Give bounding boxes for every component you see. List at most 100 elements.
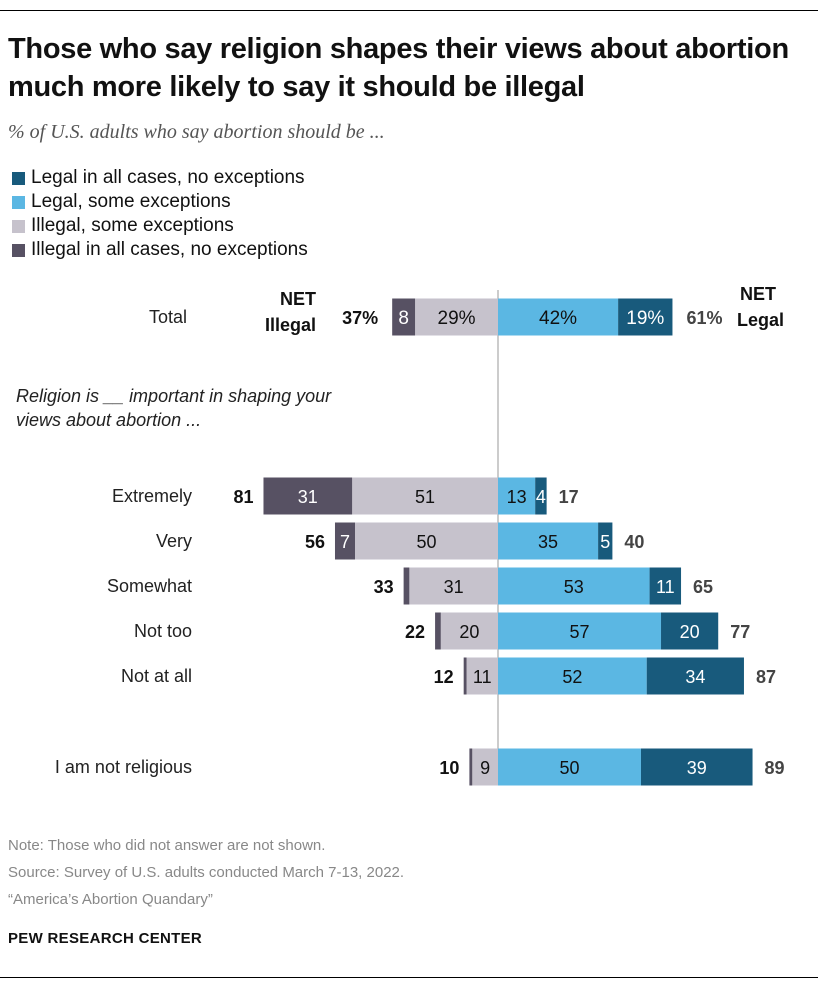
bar-legal-all	[649, 567, 682, 605]
net-legal-value: 17	[559, 487, 579, 507]
bar-legal-some	[498, 612, 662, 650]
bar-legal-all	[641, 748, 753, 786]
bar-value-label: 7	[340, 532, 350, 552]
bar-value-label: 11	[473, 667, 492, 687]
chart-title: Those who say religion shapes their view…	[8, 33, 789, 103]
legend-item-illegal_all: Illegal in all cases, no exceptions	[12, 239, 308, 261]
bar-value-label: 31	[298, 487, 318, 507]
bar-legal-all	[598, 522, 613, 560]
legend-item-legal_all: Legal in all cases, no exceptions	[12, 167, 305, 189]
bar-value-label: 53	[564, 577, 584, 597]
net-legal-value: 61%	[686, 308, 722, 328]
bar-value-label: 8	[398, 308, 409, 329]
bar-illegal-some	[466, 657, 498, 695]
bar-legal-some	[498, 522, 599, 560]
net-legal-value: 89	[765, 758, 785, 778]
net-legal-value: 40	[624, 532, 644, 552]
bar-value-label: 34	[685, 667, 705, 687]
note: Note: Those who did not answer are not s…	[8, 837, 326, 854]
bar-illegal-some	[472, 748, 498, 786]
bar-value-label: 31	[444, 577, 464, 597]
category-label: Somewhat	[107, 576, 192, 596]
bar-legal-some	[498, 298, 619, 336]
net-illegal-value: 12	[434, 667, 454, 687]
bar-value-label: 50	[559, 758, 579, 778]
category-label: Total	[149, 307, 187, 327]
category-label: Not too	[134, 621, 192, 641]
net-legal-value: 87	[756, 667, 776, 687]
category-label: Very	[156, 531, 192, 551]
bar-illegal-some	[355, 522, 498, 560]
religion-group-label: Religion is __ important in shaping your…	[16, 386, 332, 430]
bar-illegal-some	[440, 612, 498, 650]
bar-value-label: 35	[538, 532, 558, 552]
legend-label: Illegal, some exceptions	[31, 215, 234, 236]
legend-item-illegal_some: Illegal, some exceptions	[12, 215, 234, 237]
bar-illegal-all	[403, 567, 410, 605]
net-illegal-header: NET	[280, 289, 316, 309]
bar-illegal-all	[469, 748, 473, 786]
bar-value-label: 9	[480, 758, 490, 778]
net-illegal-value: 33	[374, 577, 394, 597]
report-title: “America’s Abortion Quandary”	[8, 891, 213, 908]
legend-label: Legal, some exceptions	[31, 191, 231, 212]
bar-illegal-all	[334, 522, 355, 560]
bar-value-label: 5	[600, 532, 610, 552]
bar-legal-all	[661, 612, 719, 650]
bar-illegal-all	[392, 298, 416, 336]
net-legal-value: 77	[730, 622, 750, 642]
legend-swatch	[12, 171, 25, 185]
bar-value-label: 13	[507, 487, 527, 507]
bar-value-label: 11	[656, 577, 675, 597]
bar-value-label: 52	[562, 667, 582, 687]
bar-value-label: 39	[687, 758, 707, 778]
category-label: I am not religious	[55, 757, 192, 777]
bar-value-label: 51	[415, 487, 435, 507]
legend-label: Legal in all cases, no exceptions	[31, 167, 305, 188]
legend-swatch	[12, 219, 25, 233]
net-illegal-header: Illegal	[265, 315, 316, 335]
net-legal-header: Legal	[737, 310, 784, 330]
bar-illegal-all	[463, 657, 467, 695]
net-illegal-value: 22	[405, 622, 425, 642]
bar-value-label: 20	[680, 622, 700, 642]
net-illegal-value: 10	[439, 758, 459, 778]
bar-legal-some	[498, 748, 641, 786]
bar-value-label: 29%	[438, 308, 476, 329]
bar-illegal-all	[263, 477, 353, 515]
net-legal-header: NET	[740, 284, 776, 304]
bar-value-label: 20	[459, 622, 479, 642]
legend-label: Illegal in all cases, no exceptions	[31, 239, 308, 260]
bar-value-label: 57	[569, 622, 589, 642]
brand-logo-text: PEW RESEARCH CENTER	[8, 930, 203, 947]
net-illegal-value: 56	[305, 532, 325, 552]
bar-illegal-some	[415, 298, 498, 336]
net-legal-value: 65	[693, 577, 713, 597]
net-illegal-value: 81	[233, 487, 253, 507]
bar-illegal-some	[352, 477, 498, 515]
top-rule	[0, 10, 818, 11]
bar-legal-all	[618, 298, 673, 336]
bar-value-label: 19%	[626, 308, 664, 329]
chart-subtitle: % of U.S. adults who say abortion should…	[8, 121, 385, 143]
bar-legal-some	[498, 477, 536, 515]
bar-legal-all	[646, 657, 744, 695]
bar-value-label: 4	[536, 487, 546, 507]
bottom-rule	[0, 977, 818, 978]
source: Source: Survey of U.S. adults conducted …	[8, 864, 405, 881]
bar-legal-all	[535, 477, 547, 515]
category-label: Extremely	[112, 486, 192, 506]
bar-value-label: 42%	[539, 308, 577, 329]
net-illegal-value: 37%	[342, 308, 378, 328]
legend-swatch	[12, 195, 25, 209]
bar-legal-some	[498, 657, 647, 695]
bar-value-label: 50	[416, 532, 436, 552]
bar-illegal-some	[409, 567, 498, 605]
bar-legal-some	[498, 567, 650, 605]
category-label: Not at all	[121, 666, 192, 686]
bar-illegal-all	[435, 612, 441, 650]
legend-swatch	[12, 243, 25, 257]
legend-item-legal_some: Legal, some exceptions	[12, 191, 231, 213]
